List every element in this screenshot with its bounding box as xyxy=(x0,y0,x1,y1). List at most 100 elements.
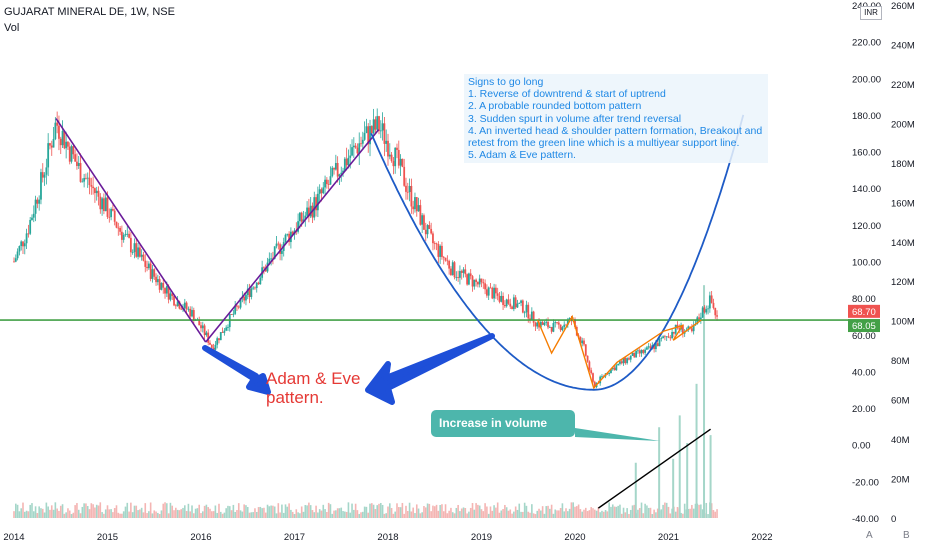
candle-body xyxy=(631,352,634,356)
volume-bar xyxy=(74,505,76,518)
candle-body xyxy=(27,233,30,235)
candle-body xyxy=(74,154,77,162)
candle-body xyxy=(331,167,334,177)
symbol-title: GUJARAT MINERAL DE, 1W, NSE xyxy=(4,6,175,18)
candle-body xyxy=(313,197,316,218)
signals-note: Signs to go long 1. Reverse of downtrend… xyxy=(464,74,768,164)
candle-body xyxy=(315,197,317,211)
volume-bar xyxy=(288,503,290,518)
candle-body xyxy=(119,227,121,232)
candle-body xyxy=(430,228,433,234)
candles xyxy=(13,108,718,389)
volume-bar xyxy=(184,505,186,518)
candle-body xyxy=(406,191,409,193)
volume-bar xyxy=(40,508,42,518)
candle-body xyxy=(347,157,350,166)
volume-bar xyxy=(549,508,551,518)
volume-indicator-label[interactable]: Vol xyxy=(4,22,20,34)
volume-bar xyxy=(522,511,524,518)
volume-bar xyxy=(356,510,359,518)
volume-bar xyxy=(480,509,483,518)
volume-bar xyxy=(49,509,51,518)
candle-body xyxy=(397,149,400,166)
candle-body xyxy=(550,327,553,332)
volume-bar xyxy=(219,511,222,518)
adam-eve-label: Adam & Eve pattern. xyxy=(266,369,361,407)
volume-axis: 260M 240M 220M 200M 180M 160M 140M 120M 100M 80M 6… xyxy=(891,1,915,525)
candle-body xyxy=(674,324,677,334)
volume-bar xyxy=(487,513,490,518)
candle-body xyxy=(333,167,335,170)
auto-scale-button[interactable]: A xyxy=(866,530,873,541)
volume-bar xyxy=(228,506,231,518)
candle-body xyxy=(135,243,138,257)
volume-bar xyxy=(142,512,145,518)
volume-bar xyxy=(196,508,199,518)
volume-bar xyxy=(691,504,693,518)
note-line: 1. Reverse of downtrend & start of uptre… xyxy=(468,88,666,101)
candle-body xyxy=(318,189,321,194)
volume-bar xyxy=(601,510,603,518)
volume-bar xyxy=(277,503,280,518)
volume-bar xyxy=(529,512,531,518)
volume-bar xyxy=(615,506,618,518)
candle-body xyxy=(412,206,415,210)
candle-body xyxy=(255,282,258,289)
volume-spike xyxy=(634,462,637,518)
price-tags: 68.70 68.05 xyxy=(848,304,880,333)
candle-body xyxy=(140,254,143,257)
volume-bar xyxy=(414,513,416,518)
price-tick-label: 220.00 xyxy=(852,38,881,49)
candle-body xyxy=(478,278,481,285)
candle-body xyxy=(189,308,192,317)
time-tick-label: 2021 xyxy=(658,532,679,543)
log-scale-button[interactable]: B xyxy=(903,530,910,541)
volume-bar xyxy=(392,513,395,518)
volume-bar xyxy=(309,505,312,518)
note-line: Signs to go long xyxy=(468,76,544,88)
volume-tick-label: 60M xyxy=(891,396,910,407)
volume-bar xyxy=(646,505,648,518)
candle-body xyxy=(464,269,467,275)
volume-bar xyxy=(532,513,535,518)
volume-bar xyxy=(315,505,317,518)
volume-bar xyxy=(212,511,215,518)
volume-bar xyxy=(104,509,107,518)
volume-bar xyxy=(674,511,677,518)
volume-bar xyxy=(631,505,634,518)
candle-body xyxy=(234,305,237,314)
candle-body xyxy=(76,161,78,166)
volume-bar xyxy=(682,513,684,518)
volume-bar xyxy=(23,511,26,518)
volume-bar xyxy=(358,513,361,518)
volume-bar xyxy=(241,511,244,518)
volume-bar xyxy=(130,502,132,518)
candle-body xyxy=(714,307,717,316)
candle-body xyxy=(59,138,62,146)
candle-body xyxy=(79,163,82,182)
candle-body xyxy=(95,190,98,194)
volume-bar xyxy=(178,510,181,518)
volume-bar xyxy=(446,513,449,518)
volume-bar xyxy=(81,506,84,518)
volume-bar xyxy=(473,509,476,518)
candle-body xyxy=(165,286,168,294)
volume-bar xyxy=(122,511,125,518)
volume-bar xyxy=(36,512,39,518)
candle-body xyxy=(408,185,411,193)
candle-body xyxy=(322,187,325,194)
volume-spike xyxy=(686,443,689,518)
candle-body xyxy=(351,147,353,156)
volume-bar xyxy=(403,513,405,518)
candle-body xyxy=(291,231,294,235)
volume-bar xyxy=(410,511,413,518)
candle-body xyxy=(205,332,208,336)
time-axis: 2014 2015 2016 2017 2018 2019 2020 2021 2022 xyxy=(3,532,772,543)
volume-bar xyxy=(166,503,168,518)
volume-bar xyxy=(545,506,548,518)
currency-unit-button[interactable]: INR xyxy=(860,6,882,20)
volume-bar xyxy=(550,504,553,518)
candle-body xyxy=(111,209,114,211)
volume-bar xyxy=(552,513,555,518)
volume-bar xyxy=(471,503,474,518)
